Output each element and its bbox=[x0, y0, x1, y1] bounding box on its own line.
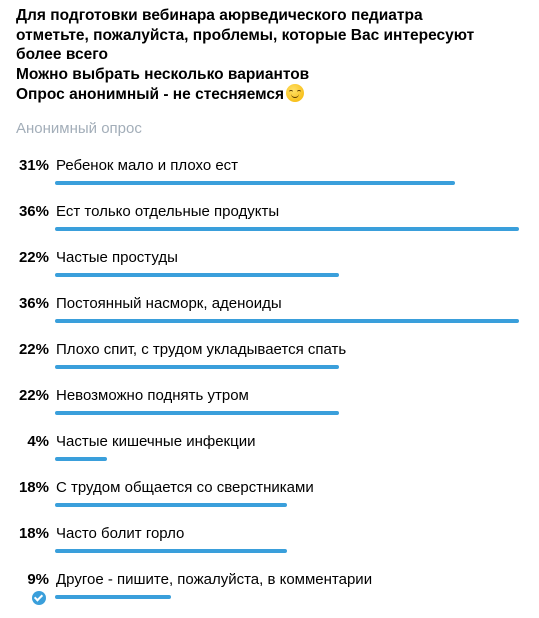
option-result-bar bbox=[55, 365, 339, 369]
option-label: Частые кишечные инфекции bbox=[56, 433, 256, 450]
option-result-bar bbox=[55, 227, 519, 231]
option-percent: 22% bbox=[18, 249, 49, 266]
poll-option[interactable]: 18% Часто болит горло bbox=[0, 525, 539, 569]
poll-option[interactable]: 4% Частые кишечные инфекции bbox=[0, 433, 539, 477]
option-result-bar bbox=[55, 595, 171, 599]
option-percent: 4% bbox=[27, 433, 49, 450]
option-percent: 9% bbox=[27, 571, 49, 588]
option-label: Другое - пишите, пожалуйста, в комментар… bbox=[56, 571, 373, 588]
option-label: Ест только отдельные продукты bbox=[56, 203, 280, 220]
option-percent: 22% bbox=[18, 387, 49, 404]
poll-type-label: Анонимный опрос bbox=[16, 120, 142, 137]
poll-option[interactable]: 22% Частые простуды bbox=[0, 249, 539, 293]
poll-option[interactable]: 9% Другое - пишите, пожалуйста, в коммен… bbox=[0, 571, 539, 615]
option-label: Постоянный насморк, аденоиды bbox=[56, 295, 282, 312]
option-label: Часто болит горло bbox=[56, 525, 185, 542]
option-label: Плохо спит, с трудом укладывается спать bbox=[56, 341, 347, 358]
smiling-face-icon bbox=[286, 84, 305, 102]
poll-option[interactable]: 36% Ест только отдельные продукты bbox=[0, 203, 539, 247]
option-percent: 31% bbox=[18, 157, 49, 174]
question-line: Опрос анонимный - не стесняемся bbox=[16, 86, 285, 103]
option-percent: 22% bbox=[18, 341, 49, 358]
option-label: Ребенок мало и плохо ест bbox=[56, 157, 239, 174]
option-percent: 36% bbox=[18, 295, 49, 312]
option-percent: 36% bbox=[18, 203, 49, 220]
question-line: Можно выбрать несколько вариантов bbox=[16, 65, 310, 83]
option-result-bar bbox=[55, 503, 287, 507]
question-line: отметьте, пожалуйста, проблемы, которые … bbox=[16, 26, 475, 44]
poll-option[interactable]: 22% Невозможно поднять утром bbox=[0, 387, 539, 431]
question-line-last: Опрос анонимный - не стесняемся bbox=[16, 84, 531, 105]
option-result-bar bbox=[55, 549, 287, 553]
option-result-bar bbox=[55, 181, 455, 185]
voted-check-icon bbox=[32, 591, 46, 605]
option-label: Невозможно поднять утром bbox=[56, 387, 249, 404]
option-percent: 18% bbox=[18, 479, 49, 496]
question-line: Для подготовки вебинара аюрведического п… bbox=[16, 7, 423, 24]
option-percent: 18% bbox=[18, 525, 49, 542]
option-label: С трудом общается со сверстниками bbox=[56, 479, 314, 496]
option-result-bar bbox=[55, 411, 339, 415]
poll-option[interactable]: 22% Плохо спит, с трудом укладывается сп… bbox=[0, 341, 539, 385]
option-label: Частые простуды bbox=[56, 249, 178, 266]
poll-option[interactable]: 18% С трудом общается со сверстниками bbox=[0, 479, 539, 523]
poll-option[interactable]: 31% Ребенок мало и плохо ест bbox=[0, 157, 539, 201]
poll-question: Для подготовки вебинара аюрведического п… bbox=[16, 6, 531, 105]
question-line: более всего bbox=[16, 46, 108, 63]
option-result-bar bbox=[55, 319, 519, 323]
option-result-bar bbox=[55, 457, 107, 461]
option-result-bar bbox=[55, 273, 339, 277]
poll-option[interactable]: 36% Постоянный насморк, аденоиды bbox=[0, 295, 539, 339]
